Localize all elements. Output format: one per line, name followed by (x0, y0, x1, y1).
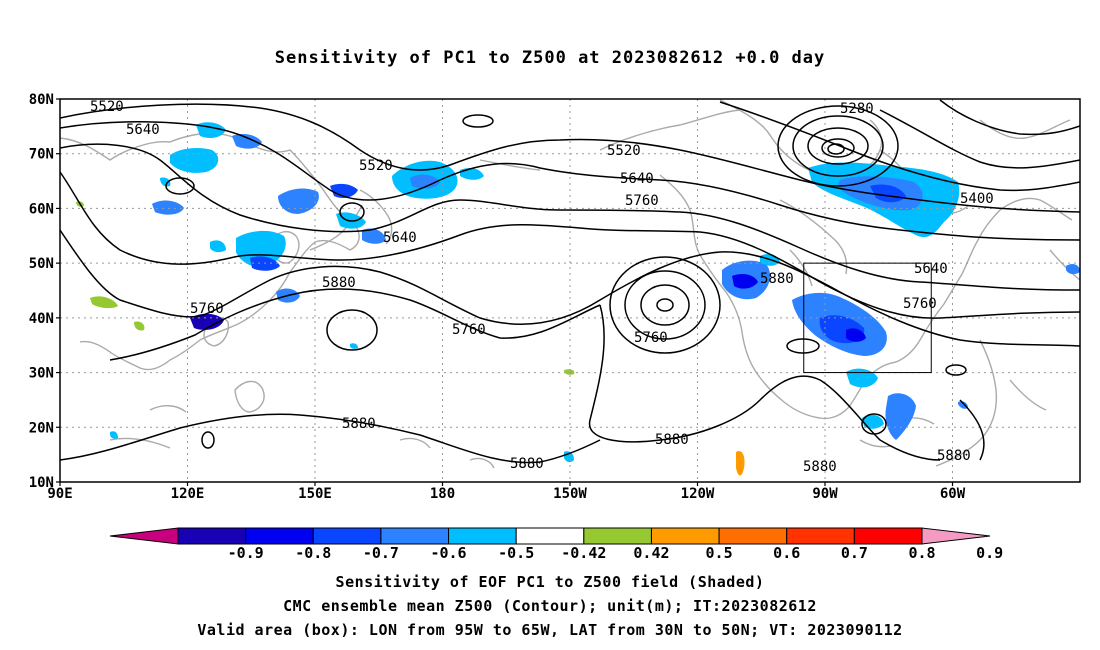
colorbar-label: -0.7 (363, 544, 399, 562)
contour-label: 5520 (359, 158, 393, 174)
lat-label: 30N (29, 366, 54, 382)
colorbar-box (177, 527, 247, 545)
contour-label: 5880 (803, 459, 837, 475)
colorbar-label: 0.42 (633, 544, 669, 562)
colorbar-box (380, 527, 450, 545)
colorbar-label: -0.6 (430, 544, 466, 562)
colorbar-box (718, 527, 788, 545)
caption-contour: CMC ensemble mean Z500 (Contour); unit(m… (283, 597, 817, 615)
lat-label: 20N (29, 420, 54, 436)
lat-label: 10N (29, 475, 54, 491)
lon-label: 90E (47, 486, 72, 502)
lon-label: 120W (681, 486, 715, 502)
colorbar-box (448, 527, 517, 545)
colorbar-label: -0.9 (228, 544, 264, 562)
lat-label: 40N (29, 311, 54, 327)
contour-label: 5640 (620, 171, 654, 187)
lon-label: 150E (298, 486, 332, 502)
lon-label: 180 (430, 486, 455, 502)
colorbar-box (650, 527, 720, 545)
contour-label: 5400 (960, 191, 994, 207)
colorbar-label: 0.6 (773, 544, 800, 562)
lon-label: 90W (812, 486, 838, 502)
contour-label: 5880 (655, 432, 689, 448)
colorbar-label: -0.42 (561, 544, 606, 562)
lat-label: 70N (29, 147, 54, 163)
contour-label: 5760 (190, 301, 224, 317)
lon-label: 60W (940, 486, 966, 502)
colorbar-box (786, 527, 855, 545)
valid-area-box (803, 262, 932, 374)
lat-label: 80N (29, 92, 54, 108)
colorbar-low-extend (109, 527, 179, 545)
sensitivity-shading (76, 122, 1080, 476)
colorbar-box (583, 527, 652, 545)
map-title: Sensitivity of PC1 to Z500 at 2023082612… (274, 48, 826, 68)
contour-label: 5640 (383, 230, 417, 246)
contour-label: 5280 (840, 101, 874, 117)
colorbar-box (515, 527, 585, 545)
contour-label: 5640 (126, 122, 160, 138)
contour-label: 5760 (625, 193, 659, 209)
colorbar-box (245, 527, 314, 545)
contour-label: 5880 (322, 275, 356, 291)
z500-contours (60, 99, 1080, 464)
colorbar (109, 527, 991, 545)
contour-label: 5880 (760, 271, 794, 287)
caption-valid-area: Valid area (box): LON from 95W to 65W, L… (197, 621, 903, 639)
contour-label: 5760 (452, 322, 486, 338)
caption-shading: Sensitivity of EOF PC1 to Z500 field (Sh… (335, 573, 765, 591)
contour-label: 5880 (510, 456, 544, 472)
colorbar-label: 0.9 (976, 544, 1003, 562)
lat-label: 50N (29, 256, 54, 272)
contour-label: 5880 (937, 448, 971, 464)
colorbar-label: -0.8 (295, 544, 331, 562)
contour-label: 5520 (90, 99, 124, 115)
contour-label: 5640 (914, 261, 948, 277)
lon-label: 120E (171, 486, 205, 502)
colorbar-label: -0.5 (498, 544, 534, 562)
contour-label: 5880 (342, 416, 376, 432)
lat-label: 60N (29, 201, 54, 217)
colorbar-label: 0.5 (706, 544, 733, 562)
contour-label: 5760 (903, 296, 937, 312)
lat-lon-grid (60, 99, 1080, 482)
lon-label: 150W (553, 486, 587, 502)
colorbar-box (853, 527, 923, 545)
colorbar-label: 0.8 (908, 544, 935, 562)
contour-label: 5520 (607, 143, 641, 159)
colorbar-high-extend (921, 527, 991, 545)
colorbar-box (312, 527, 382, 545)
contour-label: 5760 (634, 330, 668, 346)
colorbar-label: 0.7 (841, 544, 868, 562)
